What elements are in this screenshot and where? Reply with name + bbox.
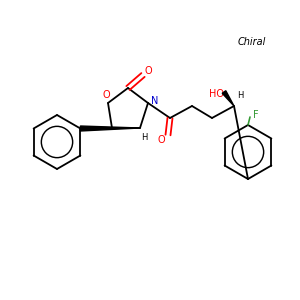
Polygon shape	[222, 91, 234, 106]
Text: O: O	[157, 135, 165, 145]
Text: O: O	[102, 90, 110, 100]
Text: HO: HO	[208, 89, 224, 99]
Text: O: O	[144, 66, 152, 76]
Text: H: H	[141, 133, 147, 142]
Text: H: H	[237, 92, 243, 100]
Text: N: N	[151, 96, 159, 106]
Text: F: F	[253, 110, 259, 120]
Polygon shape	[80, 126, 140, 131]
Text: Chiral: Chiral	[238, 37, 266, 47]
